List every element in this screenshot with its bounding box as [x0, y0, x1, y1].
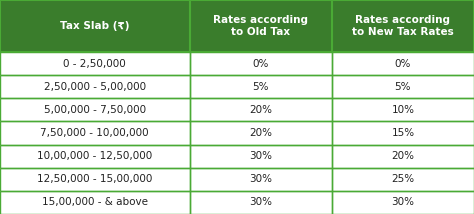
Bar [190, 168, 332, 191]
Text: 30%: 30% [249, 151, 272, 161]
Text: 30%: 30% [249, 174, 272, 184]
Bar [332, 52, 474, 75]
Text: 0 - 2,50,000: 0 - 2,50,000 [64, 59, 126, 68]
Bar [332, 0, 474, 52]
Text: 10,00,000 - 12,50,000: 10,00,000 - 12,50,000 [37, 151, 153, 161]
Text: Rates according
to New Tax Rates: Rates according to New Tax Rates [352, 15, 454, 37]
Bar [190, 145, 332, 168]
Bar [332, 121, 474, 145]
Text: 0%: 0% [395, 59, 411, 68]
Bar [190, 75, 332, 98]
Text: 12,50,000 - 15,00,000: 12,50,000 - 15,00,000 [37, 174, 153, 184]
Bar [332, 168, 474, 191]
Text: 20%: 20% [392, 151, 414, 161]
Bar [0, 98, 190, 121]
Text: 20%: 20% [249, 128, 272, 138]
Bar [190, 121, 332, 145]
Bar [190, 52, 332, 75]
Text: Rates according
to Old Tax: Rates according to Old Tax [213, 15, 308, 37]
Bar [332, 145, 474, 168]
Bar [332, 75, 474, 98]
Text: 5%: 5% [395, 82, 411, 92]
Text: 5,00,000 - 7,50,000: 5,00,000 - 7,50,000 [44, 105, 146, 115]
Bar [0, 75, 190, 98]
Text: Tax Slab (₹): Tax Slab (₹) [60, 21, 129, 31]
Text: 15%: 15% [392, 128, 414, 138]
Bar [0, 121, 190, 145]
Text: 10%: 10% [392, 105, 414, 115]
Bar [0, 145, 190, 168]
Text: 0%: 0% [253, 59, 269, 68]
Text: 5%: 5% [253, 82, 269, 92]
Text: 25%: 25% [392, 174, 414, 184]
Text: 30%: 30% [249, 198, 272, 207]
Text: 7,50,000 - 10,00,000: 7,50,000 - 10,00,000 [40, 128, 149, 138]
Bar [0, 191, 190, 214]
Bar [0, 52, 190, 75]
Bar [332, 191, 474, 214]
Bar [190, 191, 332, 214]
Bar [190, 98, 332, 121]
Text: 2,50,000 - 5,00,000: 2,50,000 - 5,00,000 [44, 82, 146, 92]
Bar [190, 0, 332, 52]
Bar [332, 98, 474, 121]
Text: 20%: 20% [249, 105, 272, 115]
Text: 15,00,000 - & above: 15,00,000 - & above [42, 198, 148, 207]
Bar [0, 168, 190, 191]
Text: 30%: 30% [392, 198, 414, 207]
Bar [0, 0, 190, 52]
